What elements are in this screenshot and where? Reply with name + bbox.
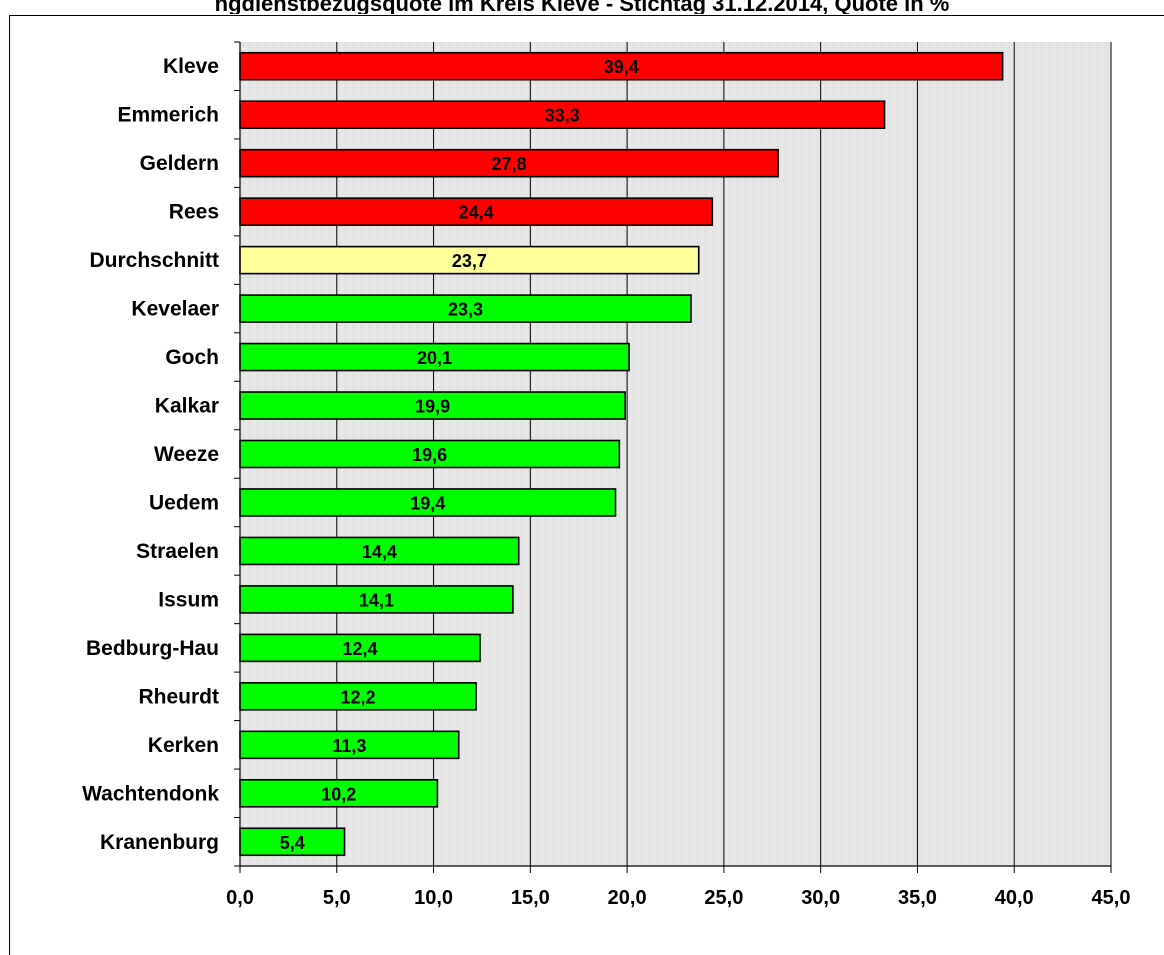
bar [239,100,886,130]
data-label: 12,4 [342,639,377,659]
category-label: Kleve [163,55,219,78]
bar [239,633,481,663]
bar [239,827,346,857]
x-tick-label: 15,0 [511,887,550,909]
category-label: Issum [158,588,219,611]
data-label: 33,3 [545,106,580,126]
category-label: Geldern [140,152,219,175]
data-label: 14,4 [362,542,397,562]
category-label: Uedem [149,491,219,514]
category-label: Emmerich [117,104,219,127]
bars [239,51,1004,857]
category-label: Kerken [148,734,219,757]
category-label: Bedburg-Hau [86,637,219,660]
data-label: 19,4 [410,493,445,513]
data-label: 19,9 [415,397,450,417]
category-label: Rheurdt [139,685,220,708]
x-tick-label: 35,0 [898,887,937,909]
data-label: 20,1 [417,348,452,368]
data-label: 19,6 [412,445,447,465]
x-tick-label: 40,0 [995,887,1034,909]
x-tick-label: 25,0 [704,887,743,909]
category-label: Kevelaer [131,298,219,321]
data-label: 11,3 [332,736,366,756]
bar [239,148,779,178]
bar [239,730,460,760]
bar [239,536,520,566]
x-tick-label: 20,0 [608,887,647,909]
x-tick-label: 5,0 [323,887,351,909]
category-label: Wachtendonk [82,782,219,805]
data-label: 10,2 [321,784,356,804]
bar [239,391,626,420]
x-tick-label: 30,0 [801,887,840,909]
x-tick-label: 10,0 [414,887,453,909]
category-label: Straelen [136,540,219,563]
bar [239,439,621,469]
category-label: Durchschnitt [89,249,219,272]
bar [239,294,692,323]
chart-title-strip: ngdienstbezugsquote im Kreis Kleve - Sti… [0,0,1164,14]
data-label: 39,4 [604,57,639,77]
bar [239,488,617,517]
bar [239,585,514,614]
data-label: 27,8 [492,154,527,174]
category-label: Kranenburg [100,831,219,854]
bar [239,51,1004,81]
x-tick-label: 0,0 [226,887,254,909]
data-label: 5,4 [280,833,305,853]
chart-title: ngdienstbezugsquote im Kreis Kleve - Sti… [214,0,950,14]
data-label: 23,7 [452,251,487,271]
bar [239,197,714,226]
bar [239,245,700,275]
bar [239,778,439,808]
bar [239,682,477,711]
data-label: 23,3 [448,300,483,320]
category-label: Rees [169,201,219,224]
data-label: 24,4 [459,203,494,223]
category-label: Goch [165,346,219,369]
bar [239,342,630,372]
category-label: Kalkar [155,395,219,418]
category-label: Weeze [154,443,219,466]
data-label: 14,1 [359,590,394,610]
labels: 0,0 5,0 10,0 15,0 20,0 25,0 30,0 35,0 40,0 45,0 Kl… [82,55,1130,909]
data-label: 12,2 [341,687,376,707]
x-tick-label: 45,0 [1092,887,1131,909]
